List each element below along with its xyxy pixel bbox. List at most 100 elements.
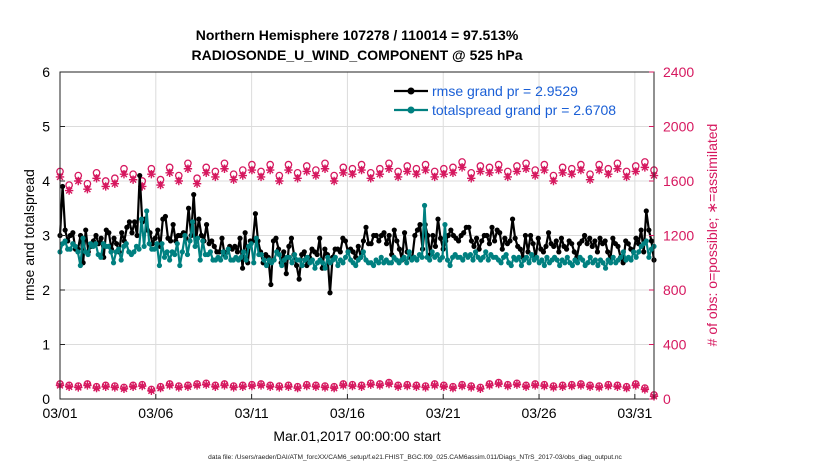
obs-assimilated-marker <box>403 381 412 391</box>
rmse-point <box>196 216 202 222</box>
totalspread-point <box>146 241 152 247</box>
obs-assimilated-marker <box>457 381 467 391</box>
rmse-point <box>587 235 593 241</box>
obs-assimilated-marker <box>238 382 247 391</box>
totalspread-point <box>263 262 270 269</box>
obs-assimilated-marker <box>110 383 120 392</box>
rmse-point <box>152 235 158 241</box>
totalspread-point <box>271 257 277 263</box>
rmse-point <box>337 249 343 255</box>
rmse-point <box>414 227 421 233</box>
totalspread-point <box>534 254 540 260</box>
totalspread-point <box>179 249 185 255</box>
totalspread-point <box>238 254 244 260</box>
totalspread-point <box>554 257 560 263</box>
totalspread-point <box>116 246 122 252</box>
obs-assimilated-marker <box>183 164 193 173</box>
y-right-tick-label: 0 <box>663 391 671 407</box>
totalspread-point <box>251 260 257 266</box>
rmse-point <box>239 265 246 271</box>
y-left-tick-label: 5 <box>42 119 50 135</box>
rmse-point <box>216 249 223 255</box>
totalspread-point <box>444 257 451 263</box>
rmse-point <box>391 227 397 233</box>
rmse-point <box>355 243 361 249</box>
rmse-point <box>432 243 439 249</box>
totalspread-point <box>370 262 377 269</box>
totalspread-point <box>80 235 86 241</box>
y-axis-right: 0 400 800 1200 1600 2000 2400 <box>649 64 694 407</box>
rmse-point <box>543 243 549 249</box>
rmse-point <box>638 227 644 233</box>
rmse-point <box>70 230 76 236</box>
obs-assimilated-marker <box>558 168 567 178</box>
totalspread-point <box>483 249 489 255</box>
rmse-point <box>522 232 529 239</box>
rmse-point <box>648 238 655 244</box>
rmse-point <box>170 222 176 228</box>
totalspread-point <box>182 232 188 239</box>
obs-assimilated-marker <box>275 176 284 186</box>
totalspread-point <box>429 249 435 255</box>
totalspread-point <box>592 257 598 263</box>
rmse-point <box>119 230 125 236</box>
x-tick-label: 03/16 <box>330 405 365 421</box>
totalspread-point <box>643 238 649 244</box>
obs-assimilated-marker <box>494 379 503 389</box>
obs-assimilated-marker <box>293 383 302 393</box>
totalspread-point <box>225 246 231 252</box>
obs-assimilated-marker <box>302 381 311 391</box>
rmse-point <box>527 232 534 239</box>
legend-rmse-marker <box>407 87 415 95</box>
rmse-point <box>509 216 516 222</box>
totalspread-point <box>508 262 514 269</box>
rmse-point <box>111 235 117 241</box>
totalspread-point <box>646 254 652 260</box>
totalspread-point <box>248 241 254 247</box>
totalspread-point <box>503 251 509 258</box>
totalspread-point <box>636 249 642 255</box>
obs-assimilated-marker <box>147 169 156 179</box>
totalspread-point <box>523 254 530 260</box>
rmse-point <box>417 222 423 228</box>
rmse-point <box>597 235 603 241</box>
totalspread-point <box>309 257 315 263</box>
rmse-point <box>360 238 367 244</box>
totalspread-point <box>207 249 214 255</box>
obs-assimilated-marker <box>92 383 101 393</box>
totalspread-point <box>360 249 366 255</box>
obs-assimilated-marker <box>192 381 202 390</box>
totalspread-point <box>414 257 420 263</box>
obs-assimilated-marker <box>284 382 293 391</box>
totalspread-point <box>539 257 545 263</box>
obs-assimilated-marker <box>549 383 558 392</box>
totalspread-point <box>557 262 563 269</box>
obs-assimilated-marker <box>192 179 202 188</box>
obs-assimilated-marker <box>339 168 348 178</box>
rmse-point <box>288 235 295 241</box>
rmse-point <box>211 243 217 249</box>
totalspread-point <box>564 254 570 260</box>
x-tick-label: 03/21 <box>426 405 461 421</box>
y-right-tick-label: 1200 <box>663 228 694 244</box>
obs-assimilated-marker <box>448 168 458 178</box>
totalspread-point <box>223 254 229 260</box>
rmse-line <box>58 174 656 294</box>
rmse-point <box>62 227 68 233</box>
totalspread-point <box>286 254 293 260</box>
rmse-point <box>124 224 130 230</box>
obs-assimilated-marker <box>631 381 640 390</box>
rmse-point <box>327 290 333 296</box>
obs-assimilated-marker <box>393 382 403 391</box>
obs-assimilated-marker <box>403 167 412 176</box>
obs-assimilated-marker <box>348 169 357 179</box>
totalspread-point <box>172 251 178 258</box>
totalspread-point <box>485 257 491 263</box>
rmse-point <box>558 235 565 241</box>
rmse-point <box>129 230 135 236</box>
totalspread-point <box>240 249 247 255</box>
totalspread-point <box>156 262 163 269</box>
rmse-point <box>293 262 300 269</box>
totalspread-point <box>529 251 535 258</box>
